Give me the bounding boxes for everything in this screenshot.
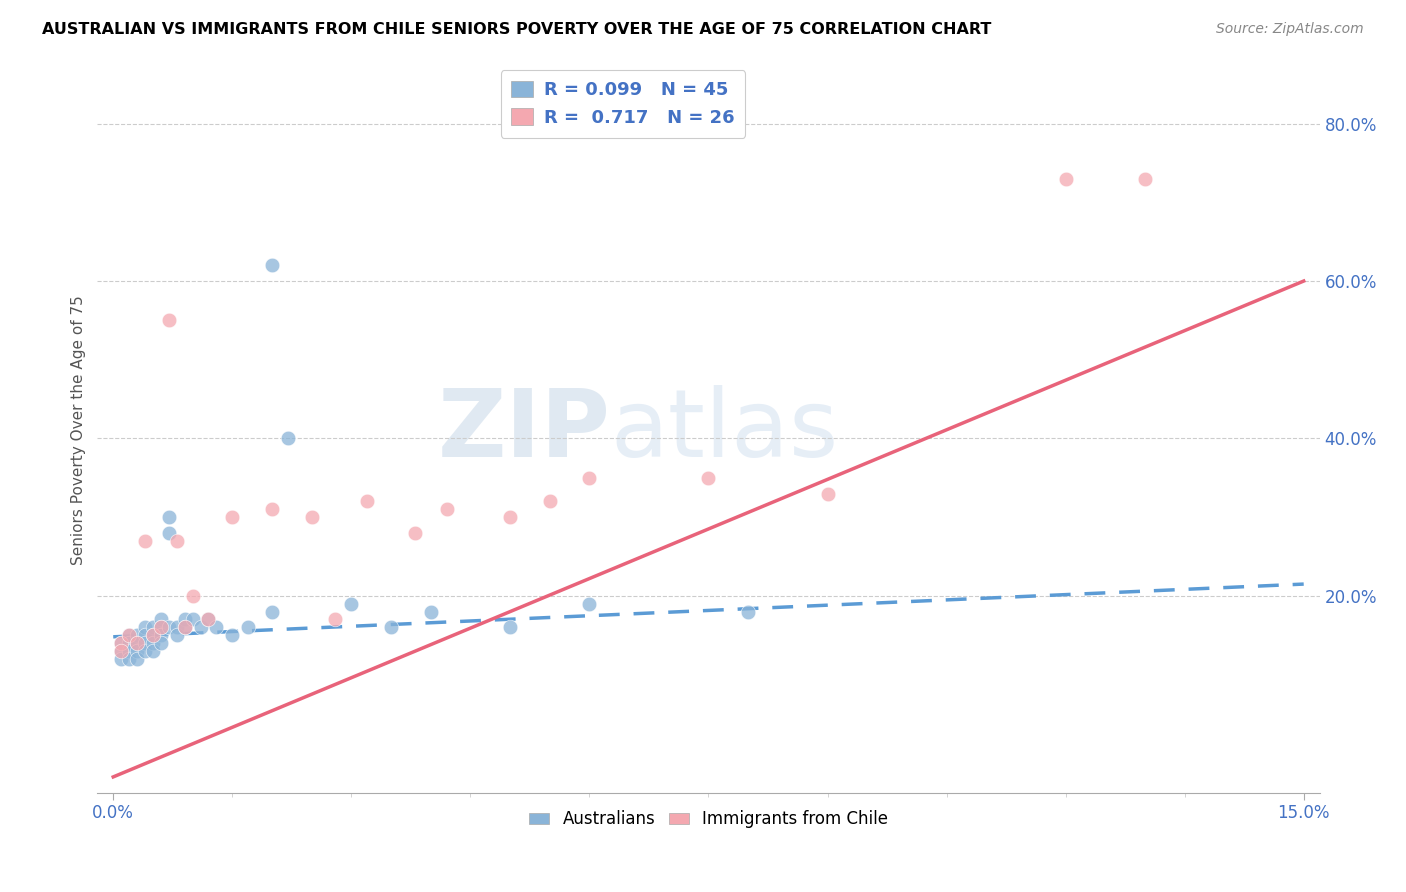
Point bbox=[325, 612, 347, 626]
Point bbox=[134, 533, 156, 548]
Text: Source: ZipAtlas.com: Source: ZipAtlas.com bbox=[1216, 22, 1364, 37]
Point bbox=[125, 628, 148, 642]
Point bbox=[149, 620, 172, 634]
Point bbox=[157, 510, 180, 524]
Point bbox=[301, 510, 323, 524]
Point bbox=[166, 628, 188, 642]
Point bbox=[118, 644, 141, 658]
Legend: Australians, Immigrants from Chile: Australians, Immigrants from Chile bbox=[523, 804, 894, 835]
Point bbox=[142, 620, 165, 634]
Point bbox=[110, 644, 132, 658]
Point bbox=[134, 644, 156, 658]
Point bbox=[578, 597, 600, 611]
Point bbox=[110, 636, 132, 650]
Point bbox=[118, 636, 141, 650]
Point bbox=[110, 644, 132, 658]
Point bbox=[149, 620, 172, 634]
Point bbox=[142, 636, 165, 650]
Point bbox=[142, 628, 165, 642]
Point bbox=[737, 605, 759, 619]
Point bbox=[118, 652, 141, 666]
Point bbox=[173, 612, 195, 626]
Point bbox=[578, 471, 600, 485]
Point bbox=[404, 525, 426, 540]
Point bbox=[134, 620, 156, 634]
Point bbox=[1054, 171, 1077, 186]
Point bbox=[538, 494, 561, 508]
Point bbox=[118, 628, 141, 642]
Point bbox=[110, 652, 132, 666]
Point bbox=[236, 620, 259, 634]
Point bbox=[149, 636, 172, 650]
Point bbox=[499, 510, 522, 524]
Point bbox=[157, 620, 180, 634]
Point bbox=[181, 589, 204, 603]
Point bbox=[157, 525, 180, 540]
Point bbox=[125, 652, 148, 666]
Point bbox=[197, 612, 219, 626]
Point bbox=[125, 636, 148, 650]
Point bbox=[181, 612, 204, 626]
Point bbox=[149, 628, 172, 642]
Point bbox=[260, 605, 283, 619]
Point bbox=[142, 628, 165, 642]
Point bbox=[166, 533, 188, 548]
Point bbox=[419, 605, 441, 619]
Point bbox=[149, 612, 172, 626]
Point bbox=[173, 620, 195, 634]
Point bbox=[221, 510, 243, 524]
Point bbox=[190, 620, 212, 634]
Text: ZIP: ZIP bbox=[437, 384, 610, 476]
Point bbox=[436, 502, 458, 516]
Point bbox=[125, 636, 148, 650]
Y-axis label: Seniors Poverty Over the Age of 75: Seniors Poverty Over the Age of 75 bbox=[72, 296, 86, 566]
Point bbox=[142, 644, 165, 658]
Point bbox=[173, 620, 195, 634]
Text: atlas: atlas bbox=[610, 384, 839, 476]
Point bbox=[499, 620, 522, 634]
Point bbox=[260, 502, 283, 516]
Point bbox=[205, 620, 228, 634]
Point bbox=[125, 644, 148, 658]
Point bbox=[197, 612, 219, 626]
Point bbox=[277, 432, 299, 446]
Point bbox=[134, 636, 156, 650]
Point bbox=[166, 620, 188, 634]
Point bbox=[697, 471, 720, 485]
Point bbox=[110, 636, 132, 650]
Point bbox=[817, 486, 839, 500]
Point bbox=[260, 258, 283, 272]
Point bbox=[157, 313, 180, 327]
Point bbox=[1133, 171, 1156, 186]
Point bbox=[134, 628, 156, 642]
Text: AUSTRALIAN VS IMMIGRANTS FROM CHILE SENIORS POVERTY OVER THE AGE OF 75 CORRELATI: AUSTRALIAN VS IMMIGRANTS FROM CHILE SENI… bbox=[42, 22, 991, 37]
Point bbox=[380, 620, 402, 634]
Point bbox=[356, 494, 378, 508]
Point bbox=[340, 597, 363, 611]
Point bbox=[118, 628, 141, 642]
Point bbox=[221, 628, 243, 642]
